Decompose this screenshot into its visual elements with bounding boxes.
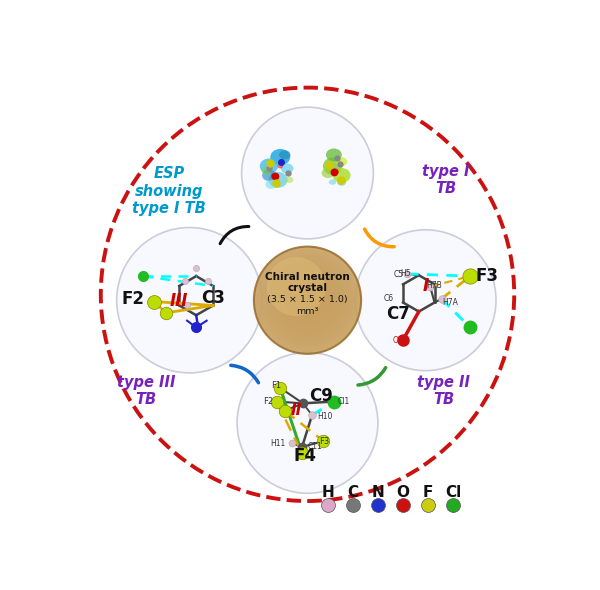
Text: C11: C11: [308, 442, 322, 451]
Ellipse shape: [262, 166, 272, 175]
Text: C9: C9: [309, 386, 333, 405]
Text: C5: C5: [393, 270, 403, 279]
Circle shape: [267, 260, 348, 340]
Text: ESP
showing
type I TB: ESP showing type I TB: [132, 166, 206, 216]
Circle shape: [254, 247, 361, 354]
Circle shape: [302, 295, 313, 306]
Text: type II
TB: type II TB: [417, 375, 470, 407]
Ellipse shape: [278, 164, 283, 169]
Circle shape: [242, 107, 373, 239]
Text: F1: F1: [271, 381, 281, 389]
Text: (3.5 × 1.5 × 1.0): (3.5 × 1.5 × 1.0): [267, 295, 348, 304]
Ellipse shape: [262, 169, 275, 181]
Circle shape: [259, 252, 356, 349]
Circle shape: [286, 279, 329, 322]
Text: H10: H10: [317, 412, 332, 421]
Ellipse shape: [285, 176, 293, 183]
Ellipse shape: [331, 168, 339, 175]
Circle shape: [294, 287, 321, 314]
Circle shape: [281, 273, 334, 327]
Text: II: II: [291, 402, 302, 418]
Text: H7B: H7B: [427, 281, 442, 290]
Text: H: H: [322, 485, 334, 500]
Ellipse shape: [270, 149, 290, 165]
Text: O2: O2: [392, 336, 403, 345]
Circle shape: [270, 263, 345, 337]
Text: H5: H5: [400, 270, 411, 278]
Ellipse shape: [281, 163, 293, 173]
Ellipse shape: [337, 178, 346, 186]
Circle shape: [275, 268, 340, 332]
Circle shape: [305, 297, 310, 303]
Circle shape: [265, 257, 350, 343]
Ellipse shape: [326, 149, 342, 161]
Text: type I
TB: type I TB: [422, 163, 470, 196]
Text: F3: F3: [319, 437, 329, 447]
Text: crystal: crystal: [287, 283, 328, 293]
Text: H7A: H7A: [442, 298, 458, 307]
Circle shape: [289, 281, 326, 319]
Ellipse shape: [265, 180, 277, 189]
Text: Chiral neutron: Chiral neutron: [265, 271, 350, 281]
Text: C6: C6: [383, 294, 394, 303]
Text: type III
TB: type III TB: [117, 375, 175, 407]
Ellipse shape: [336, 157, 347, 166]
Text: Cl1: Cl1: [338, 397, 350, 406]
Text: I: I: [422, 277, 428, 294]
Ellipse shape: [268, 172, 287, 188]
Text: O: O: [397, 485, 409, 500]
Text: F2: F2: [263, 397, 274, 406]
Text: C: C: [347, 485, 358, 500]
Text: F3: F3: [476, 267, 499, 285]
Circle shape: [297, 290, 318, 311]
Circle shape: [283, 276, 332, 324]
Text: F2: F2: [121, 290, 144, 308]
Ellipse shape: [322, 168, 334, 178]
Circle shape: [237, 352, 378, 493]
Circle shape: [254, 247, 361, 354]
Ellipse shape: [323, 158, 342, 175]
Circle shape: [257, 250, 358, 351]
Text: C3: C3: [201, 289, 225, 307]
Circle shape: [272, 266, 343, 335]
Text: F: F: [423, 485, 433, 500]
Text: C7: C7: [386, 305, 410, 323]
Ellipse shape: [332, 168, 350, 182]
Ellipse shape: [260, 159, 278, 174]
Ellipse shape: [329, 179, 336, 185]
Circle shape: [262, 255, 353, 346]
Circle shape: [278, 271, 337, 330]
Circle shape: [299, 292, 316, 308]
Ellipse shape: [326, 163, 332, 167]
Text: N: N: [371, 485, 384, 500]
Text: Cl: Cl: [445, 485, 461, 500]
Text: III: III: [170, 292, 188, 310]
Ellipse shape: [271, 173, 279, 179]
Circle shape: [266, 257, 326, 316]
Circle shape: [116, 228, 262, 373]
Text: H11: H11: [271, 439, 286, 448]
Ellipse shape: [279, 150, 290, 159]
Text: F4: F4: [294, 447, 317, 464]
Circle shape: [292, 284, 323, 316]
Circle shape: [355, 230, 496, 371]
Text: mm³: mm³: [296, 307, 319, 316]
